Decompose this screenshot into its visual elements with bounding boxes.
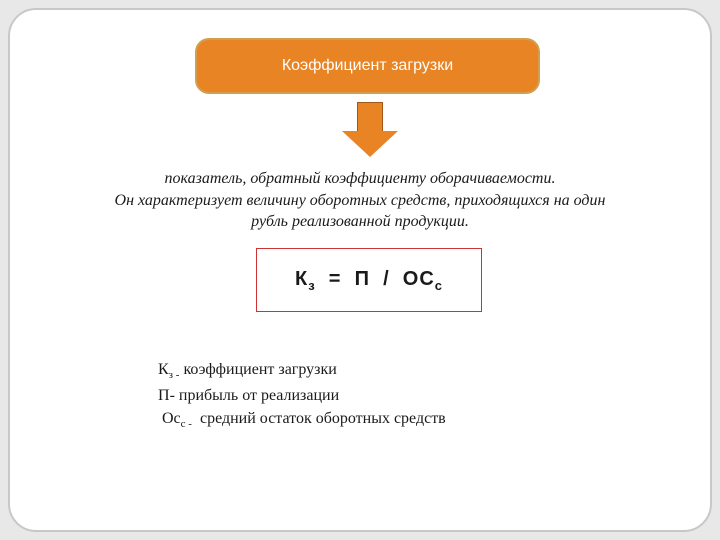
formula-sep: /: [383, 268, 390, 290]
title-box: Коэффициент загрузки: [195, 38, 540, 94]
legend-def-3: средний остаток оборотных средств: [200, 410, 446, 427]
legend-def-1: коэффициент загрузки: [183, 361, 336, 378]
legend-row-2: П- прибыль от реализации: [158, 384, 446, 407]
slide-frame: Коэффициент загрузки показатель, обратны…: [8, 8, 712, 532]
formula-rhs-left: П: [355, 268, 370, 290]
formula-lhs-base: К: [295, 268, 308, 290]
legend-def-2: прибыль от реализации: [179, 387, 339, 404]
title-text: Коэффициент загрузки: [282, 57, 453, 75]
description-line-2: Он характеризует величину оборотных сред…: [50, 190, 670, 212]
legend-sym-3: Осс: [162, 410, 186, 427]
description-line-1: показатель, обратный коэффициенту оборач…: [50, 168, 670, 190]
legend-row-3: Осс - средний остаток оборотных средств: [158, 407, 446, 433]
description-line-3: рубль реализованной продукции.: [50, 211, 670, 233]
formula-rhs-right-sub: с: [435, 278, 443, 293]
legend: Кз - коэффициент загрузки П- прибыль от …: [158, 358, 446, 433]
formula: Кз = П / ОСс: [295, 268, 443, 293]
formula-rhs-right-base: ОС: [403, 268, 435, 290]
legend-sym-1: Кз: [158, 361, 173, 378]
legend-row-1: Кз - коэффициент загрузки: [158, 358, 446, 384]
formula-box: Кз = П / ОСс: [256, 248, 482, 312]
legend-sym-2: П: [158, 387, 170, 404]
description-text: показатель, обратный коэффициенту оборач…: [50, 168, 670, 233]
down-arrow: [342, 102, 398, 158]
formula-lhs-sub: з: [308, 278, 315, 293]
